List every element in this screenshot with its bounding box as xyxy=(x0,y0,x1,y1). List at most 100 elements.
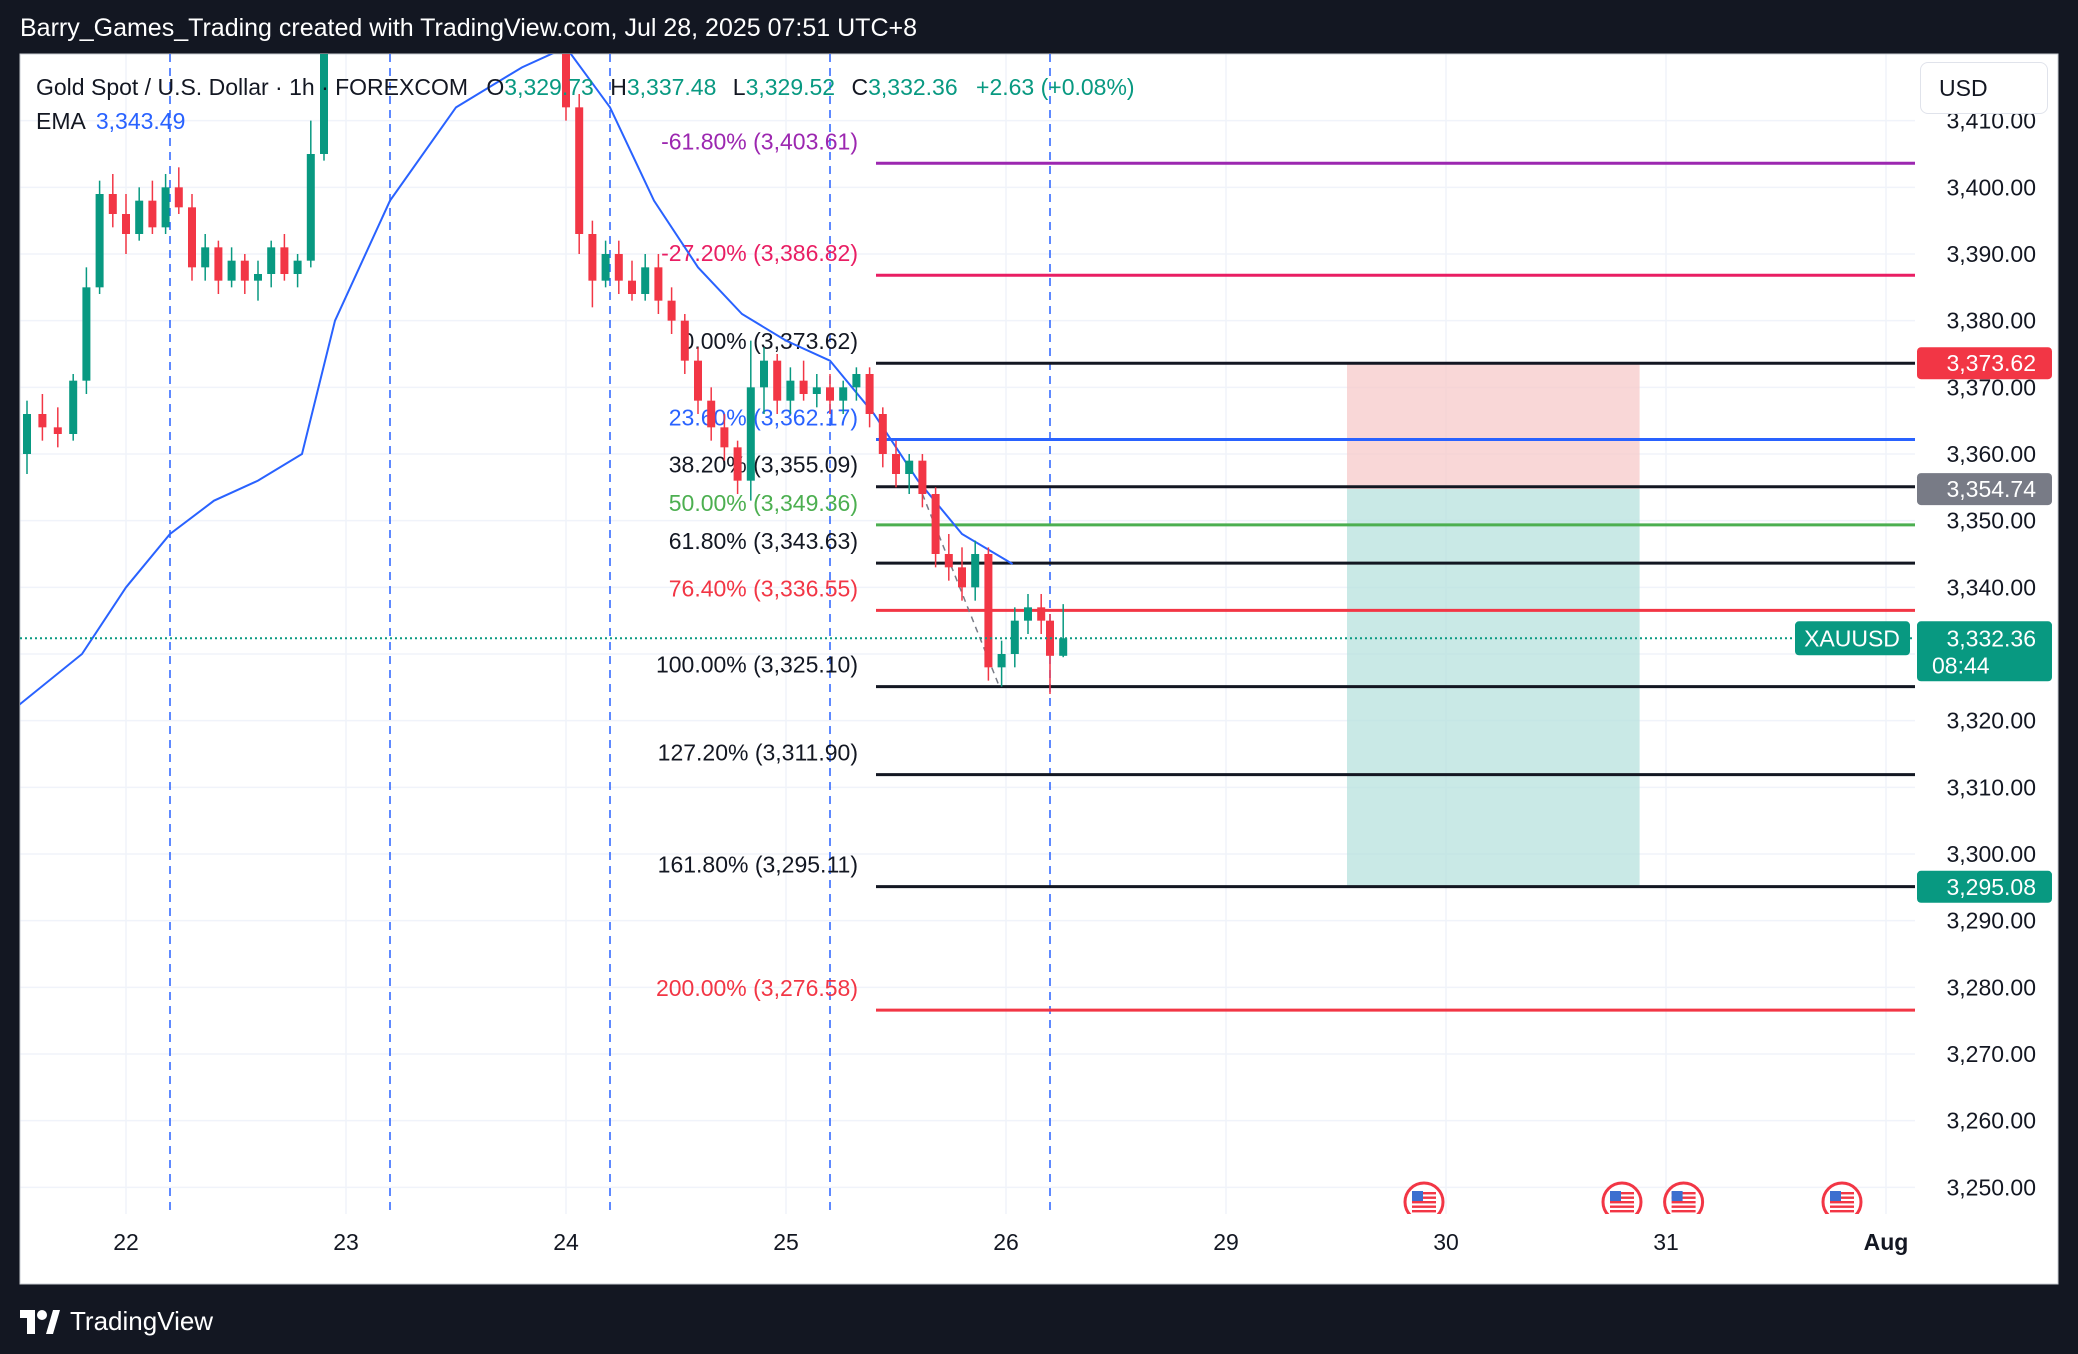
fibonacci-extension[interactable]: -61.80% (3,403.61) -27.20% (3,386.82) 0.00… xyxy=(656,128,1915,1012)
candle-body xyxy=(280,247,289,274)
candle[interactable] xyxy=(1024,594,1032,634)
currency-button[interactable]: USD xyxy=(1920,62,2048,114)
candle[interactable] xyxy=(614,240,623,294)
candle[interactable] xyxy=(588,220,597,308)
candle[interactable] xyxy=(23,400,31,474)
session-breaks xyxy=(169,54,1051,1214)
candle[interactable] xyxy=(254,260,262,301)
candle[interactable] xyxy=(201,234,210,281)
candle[interactable] xyxy=(865,367,874,428)
candle[interactable] xyxy=(214,240,223,294)
candle[interactable] xyxy=(680,314,689,374)
low-value: 3,329.52 xyxy=(745,74,836,100)
candle[interactable] xyxy=(694,347,702,414)
candle[interactable] xyxy=(53,407,62,448)
candle[interactable] xyxy=(746,340,755,501)
candle[interactable] xyxy=(306,120,315,268)
candle-body xyxy=(918,460,927,494)
candle[interactable] xyxy=(918,454,927,508)
candle[interactable] xyxy=(667,287,676,334)
candle[interactable] xyxy=(958,547,966,601)
candle[interactable] xyxy=(892,440,900,488)
candle[interactable] xyxy=(575,94,584,254)
candle[interactable] xyxy=(707,387,716,441)
candle[interactable] xyxy=(839,380,848,414)
candle-body xyxy=(227,260,236,281)
candle[interactable] xyxy=(293,254,302,288)
candle[interactable] xyxy=(760,347,768,414)
candle-body xyxy=(53,427,62,434)
chart-frame[interactable] xyxy=(20,54,2058,1284)
candle[interactable] xyxy=(108,174,117,228)
candle[interactable] xyxy=(984,547,993,681)
candle[interactable] xyxy=(95,180,104,294)
time-tick-label: 23 xyxy=(333,1229,359,1255)
candle[interactable] xyxy=(148,180,157,234)
candle[interactable] xyxy=(641,254,650,301)
candle[interactable] xyxy=(733,440,742,494)
candle[interactable] xyxy=(1037,594,1046,634)
candle[interactable] xyxy=(971,540,980,601)
candle[interactable] xyxy=(267,240,276,288)
candle[interactable] xyxy=(1010,607,1019,668)
candle-body xyxy=(839,387,848,401)
candle-body xyxy=(997,654,1006,668)
candle[interactable] xyxy=(628,260,636,301)
candle[interactable] xyxy=(320,21,328,161)
candle-body xyxy=(694,360,702,401)
flag-stripe xyxy=(1610,1201,1634,1204)
candle-body xyxy=(201,247,210,268)
us-flag-icon[interactable] xyxy=(1663,1181,1705,1223)
candle[interactable] xyxy=(601,240,610,288)
us-flag-icon[interactable] xyxy=(1821,1181,1863,1223)
candle[interactable] xyxy=(38,394,47,441)
candle[interactable] xyxy=(826,374,834,414)
candle[interactable] xyxy=(799,360,808,401)
candle-body xyxy=(306,154,315,261)
candle[interactable] xyxy=(852,367,861,401)
tradingview-logo[interactable]: TradingView xyxy=(20,1306,213,1337)
candle[interactable] xyxy=(1059,604,1068,658)
candle[interactable] xyxy=(562,27,570,121)
symbol-title[interactable]: Gold Spot / U.S. Dollar · 1h · FOREXCOM xyxy=(36,74,469,100)
candle-body xyxy=(931,494,940,554)
candle[interactable] xyxy=(161,174,170,234)
fib-level-label: -27.20% (3,386.82) xyxy=(661,240,858,266)
stop-loss-zone[interactable] xyxy=(1347,363,1640,490)
price-tick-label: 3,390.00 xyxy=(1946,241,2036,267)
candles[interactable] xyxy=(20,21,1915,694)
candle-body xyxy=(667,300,676,321)
candle[interactable] xyxy=(905,454,914,494)
candle[interactable] xyxy=(720,414,729,461)
price-tick-label: 3,300.00 xyxy=(1946,841,2036,867)
candle[interactable] xyxy=(122,194,130,254)
candle[interactable] xyxy=(878,407,887,468)
candle[interactable] xyxy=(280,234,289,281)
time-axis[interactable] xyxy=(21,1214,1915,1283)
candle-body xyxy=(122,214,130,234)
ema-label[interactable]: EMA xyxy=(36,108,86,134)
candle[interactable] xyxy=(82,267,91,394)
axes[interactable]: 3,410.003,400.003,390.003,380.003,370.00… xyxy=(21,55,2057,1283)
flag-canton xyxy=(1412,1191,1423,1201)
chart-legend: Gold Spot / U.S. Dollar · 1h · FOREXCOM … xyxy=(36,70,1135,138)
candle[interactable] xyxy=(931,487,940,568)
candle-body xyxy=(95,194,104,288)
candle[interactable] xyxy=(188,194,196,281)
candle[interactable] xyxy=(240,254,249,294)
candle[interactable] xyxy=(174,167,183,214)
close-label: C xyxy=(851,74,869,100)
candle[interactable] xyxy=(69,374,78,441)
candle[interactable] xyxy=(1046,614,1054,694)
candle[interactable] xyxy=(812,374,821,408)
flag-canton xyxy=(1610,1191,1621,1201)
candle[interactable] xyxy=(227,247,236,288)
candle[interactable] xyxy=(135,187,144,241)
candle[interactable] xyxy=(944,534,953,581)
candle[interactable] xyxy=(773,354,782,414)
candle-body xyxy=(320,54,328,154)
candle[interactable] xyxy=(997,640,1006,687)
candle[interactable] xyxy=(654,254,663,314)
candle[interactable] xyxy=(786,367,795,414)
